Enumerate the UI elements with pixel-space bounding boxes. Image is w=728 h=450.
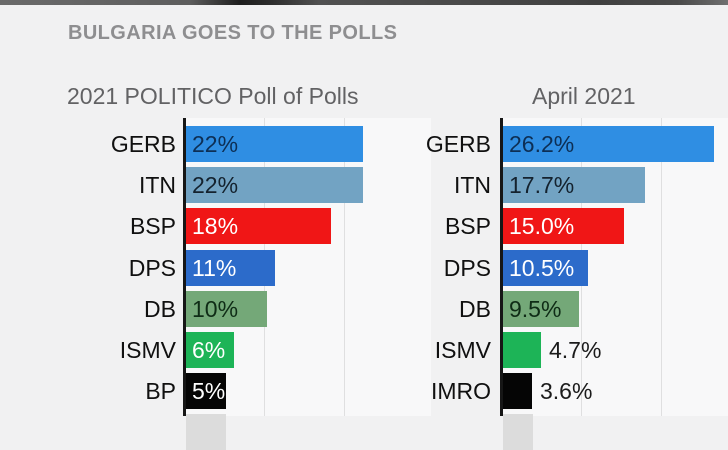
bar-value-gerb: 26.2% <box>509 131 575 157</box>
bar-label-db: DB <box>459 296 491 322</box>
bar-dps: 11% <box>186 250 275 286</box>
bar-value-db: 10% <box>192 296 239 322</box>
bar-db: 10% <box>186 291 267 327</box>
top-strip <box>0 0 728 5</box>
bar-label-imro: IMRO <box>430 378 491 404</box>
bar-itn: 17.7% <box>503 167 645 203</box>
bar-gerb: 26.2% <box>503 126 714 162</box>
bar-value-db: 9.5% <box>509 296 562 322</box>
bar-imro <box>503 373 532 409</box>
bar-label-ismv: ISMV <box>119 337 176 363</box>
bar-value-bsp: 18% <box>192 213 239 239</box>
bar-value-ismv: 6% <box>192 337 226 363</box>
cutoff-bar <box>186 414 226 450</box>
bar-label-dps: DPS <box>128 255 176 281</box>
bar-label-bsp: BSP <box>444 213 491 239</box>
bar-value-bp: 5% <box>192 378 226 404</box>
bar-value-bsp: 15.0% <box>509 213 575 239</box>
bar-db: 9.5% <box>503 291 579 327</box>
bar-label-bsp: BSP <box>129 213 176 239</box>
cutoff-bar <box>503 414 533 450</box>
bar-bsp: 15.0% <box>503 208 624 244</box>
bar-value-gerb: 22% <box>192 131 239 157</box>
bar-value-itn: 22% <box>192 172 239 198</box>
bar-label-itn: ITN <box>138 172 176 198</box>
bar-label-itn: ITN <box>453 172 491 198</box>
bar-label-gerb: GERB <box>425 131 491 157</box>
bar-label-gerb: GERB <box>110 131 176 157</box>
bar-dps: 10.5% <box>503 250 588 286</box>
bar-gerb: 22% <box>186 126 363 162</box>
bar-value-dps: 10.5% <box>509 255 575 281</box>
bar-value-itn: 17.7% <box>509 172 575 198</box>
bar-value-ismv: 4.7% <box>549 337 602 363</box>
bar-ismv <box>503 332 541 368</box>
bar-bp: 5% <box>186 373 226 409</box>
bar-label-db: DB <box>144 296 176 322</box>
bar-label-bp: BP <box>145 378 176 404</box>
bar-label-dps: DPS <box>443 255 491 281</box>
right-chart-title: April 2021 <box>532 83 636 109</box>
bar-value-imro: 3.6% <box>540 378 593 404</box>
gridline-20pct <box>661 118 662 416</box>
bar-label-ismv: ISMV <box>434 337 491 363</box>
bar-bsp: 18% <box>186 208 331 244</box>
bar-itn: 22% <box>186 167 363 203</box>
bar-value-dps: 11% <box>192 255 237 281</box>
left-chart-title: 2021 POLITICO Poll of Polls <box>67 83 359 109</box>
page-title: BULGARIA GOES TO THE POLLS <box>68 22 398 44</box>
gridline-20pct <box>344 118 345 416</box>
bar-ismv: 6% <box>186 332 234 368</box>
